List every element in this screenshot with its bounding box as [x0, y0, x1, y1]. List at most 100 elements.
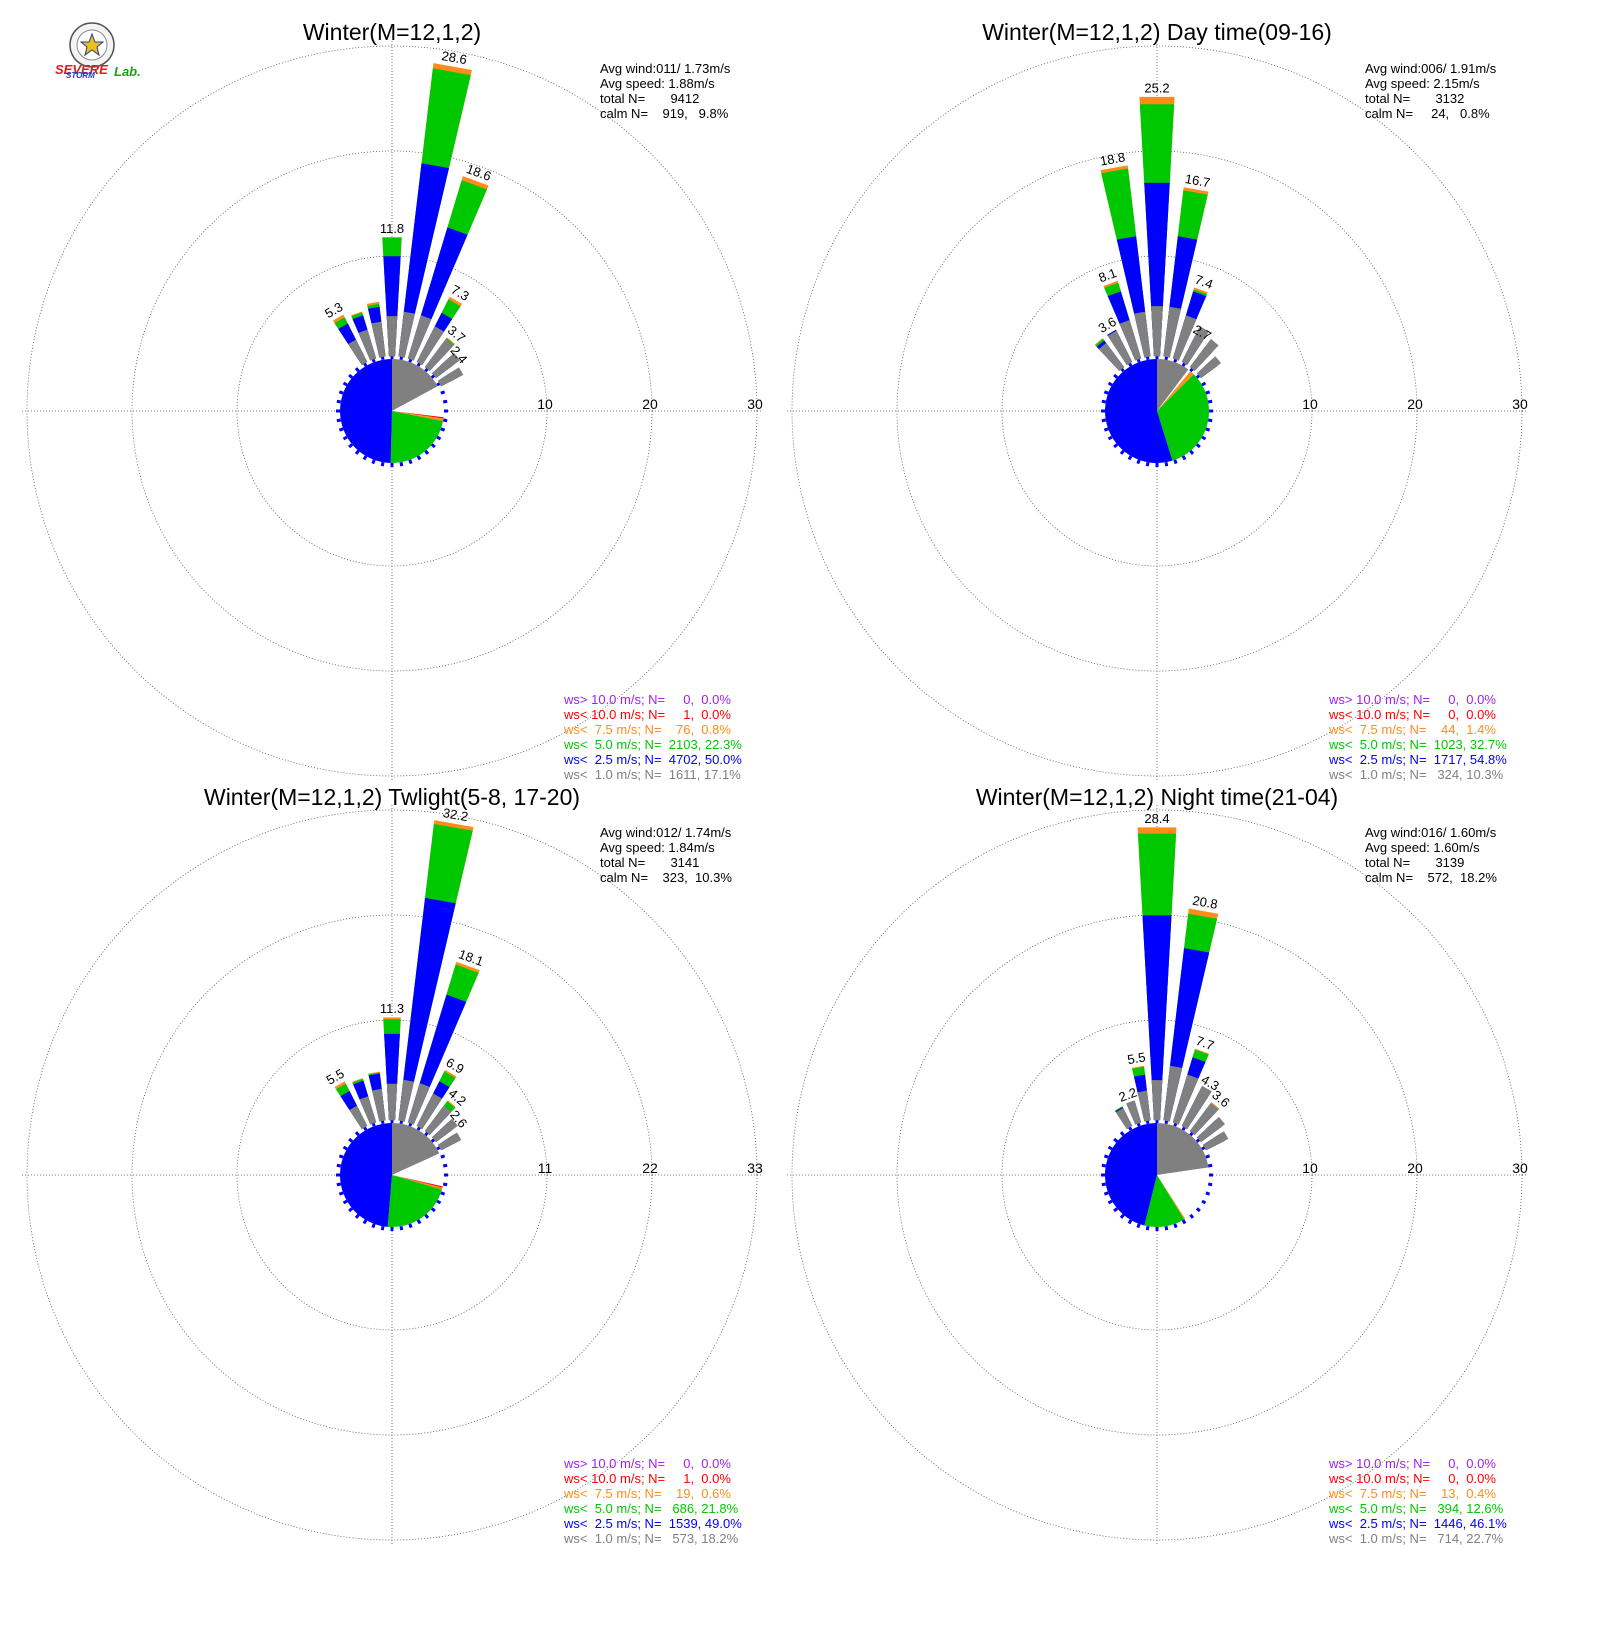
center-pie-slice-lt5 — [1157, 374, 1209, 461]
wind-rose-panel-2: Winter(M=12,1,2) Day time(09-16)10 20 303.… — [787, 19, 1528, 782]
ring-label: 20 — [1407, 396, 1423, 412]
legend-entry: ws> 10.0 m/s; N= 0, 0.0% — [1328, 692, 1496, 707]
direction-tick — [440, 427, 446, 432]
bar-10-lt1 — [1163, 306, 1181, 358]
direction-tick — [336, 418, 342, 423]
ring-label: 22 — [642, 1160, 658, 1176]
center-pie-slice-white — [1157, 369, 1191, 411]
legend-entry: ws< 7.5 m/s; N= 13, 0.4% — [1328, 1486, 1496, 1501]
direction-tick — [1107, 1145, 1113, 1151]
bar-0-lt1 — [1151, 1080, 1163, 1121]
direction-tick — [380, 461, 385, 467]
ring-label: 20 — [642, 396, 658, 412]
stat-line: calm N= 24, 0.8% — [1365, 106, 1490, 121]
direction-tick — [338, 1191, 344, 1196]
direction-tick — [1195, 443, 1201, 449]
ring-label: 30 — [747, 396, 763, 412]
stat-line: total N= 3141 — [600, 855, 699, 870]
bar-10-lt1 — [1163, 1065, 1183, 1122]
bar-30-lt1 — [1181, 1085, 1212, 1129]
direction-tick — [336, 1182, 342, 1187]
ring-label: 30 — [1512, 1160, 1528, 1176]
direction-tick — [354, 1213, 360, 1219]
center-pie-slice-lt1 — [392, 1123, 440, 1175]
direction-tick — [1181, 455, 1187, 461]
direction-tick — [1113, 373, 1119, 379]
stat-line: total N= 3139 — [1365, 855, 1464, 870]
center-pie-slice-lt1 — [1157, 1123, 1209, 1175]
bar-0-lt2_5 — [1144, 182, 1170, 357]
bar-20-lt1 — [407, 315, 432, 361]
panel-title: Winter(M=12,1,2) Night time(21-04) — [976, 784, 1338, 810]
direction-tick — [1181, 1219, 1187, 1225]
direction-tick — [1145, 1225, 1150, 1231]
stat-line: calm N= 919, 9.8% — [600, 106, 729, 121]
bar-0-lt1 — [386, 1083, 398, 1121]
bar-50-lt1 — [432, 352, 461, 379]
bar-350-lt1 — [372, 1088, 386, 1122]
legend-entry: ws< 2.5 m/s; N= 4702, 50.0% — [563, 752, 742, 767]
bar-label: 7.4 — [1193, 272, 1215, 292]
direction-tick — [1207, 1163, 1213, 1168]
stat-line: Avg speed: 2.15m/s — [1365, 76, 1480, 91]
legend-entry: ws< 10.0 m/s; N= 0, 0.0% — [1328, 1471, 1496, 1486]
direction-tick — [442, 399, 448, 404]
bar-label: 8.1 — [1097, 265, 1119, 285]
stat-line: calm N= 572, 18.2% — [1365, 870, 1497, 885]
bar-10-lt2_5 — [398, 897, 456, 1122]
severe-storm-lab-logo: SEVERE STORM Lab. — [55, 22, 141, 80]
bar-40-lt1 — [424, 338, 454, 371]
direction-tick — [380, 1225, 385, 1231]
bar-label: 5.5 — [1126, 1049, 1146, 1067]
bar-350-lt1 — [1137, 1090, 1151, 1122]
direction-tick — [399, 1225, 404, 1231]
direction-tick — [1101, 399, 1107, 404]
direction-tick — [342, 1145, 348, 1151]
legend-entry: ws> 10.0 m/s; N= 0, 0.0% — [1328, 1456, 1496, 1471]
bar-50-lt1 — [1197, 1116, 1226, 1143]
direction-tick — [342, 435, 348, 441]
legend-entry: ws< 1.0 m/s; N= 324, 10.3% — [1328, 767, 1504, 782]
direction-tick — [416, 1219, 422, 1225]
direction-tick — [1201, 381, 1207, 387]
legend-entry: ws< 7.5 m/s; N= 19, 0.6% — [563, 1486, 731, 1501]
bar-50-lt1 — [1197, 356, 1222, 379]
legend-entry: ws< 10.0 m/s; N= 1, 0.0% — [563, 1471, 731, 1486]
stat-line: total N= 9412 — [600, 91, 699, 106]
panel-title: Winter(M=12,1,2) Day time(09-16) — [982, 19, 1332, 45]
center-pie-slice-lt2_5 — [1105, 359, 1173, 463]
direction-tick — [342, 1199, 348, 1205]
bar-330-lt1 — [348, 339, 368, 365]
center-pie-slice-lt2_5 — [1105, 1123, 1157, 1226]
center-pie-slice-white — [392, 1153, 445, 1187]
bar-20-lt1 — [407, 1083, 430, 1125]
direction-tick — [336, 399, 342, 404]
bar-10-lt1 — [398, 1079, 414, 1122]
center-pie-slice-lt5 — [387, 1175, 442, 1227]
direction-tick — [440, 1154, 446, 1159]
bar-label: 18.8 — [1099, 149, 1127, 168]
direction-tick — [430, 443, 436, 449]
bar-0-lt2_5 — [1142, 915, 1172, 1121]
legend-entry: ws< 5.0 m/s; N= 2103, 22.3% — [563, 737, 742, 752]
bar-10-lt1 — [398, 311, 415, 358]
direction-tick — [442, 418, 448, 423]
direction-tick — [1189, 1213, 1195, 1219]
direction-tick — [371, 459, 376, 465]
ring-label: 10 — [537, 396, 553, 412]
direction-tick — [1201, 1199, 1207, 1205]
bar-60-lt1 — [438, 367, 464, 387]
direction-tick — [1103, 427, 1109, 432]
direction-tick — [354, 449, 360, 455]
direction-tick — [1164, 1225, 1169, 1231]
wind-rose-panel-4: Winter(M=12,1,2) Night time(21-04) 10 20 30… — [787, 784, 1528, 1546]
direction-tick — [1173, 459, 1178, 465]
direction-tick — [348, 1207, 354, 1213]
direction-tick — [430, 1207, 436, 1213]
direction-tick — [1195, 1207, 1201, 1213]
bar-10-lt2_5 — [398, 163, 449, 358]
direction-tick — [436, 435, 442, 441]
direction-tick — [1173, 1223, 1178, 1229]
direction-tick — [1145, 461, 1150, 467]
bar-330-lt1 — [1115, 1108, 1133, 1129]
